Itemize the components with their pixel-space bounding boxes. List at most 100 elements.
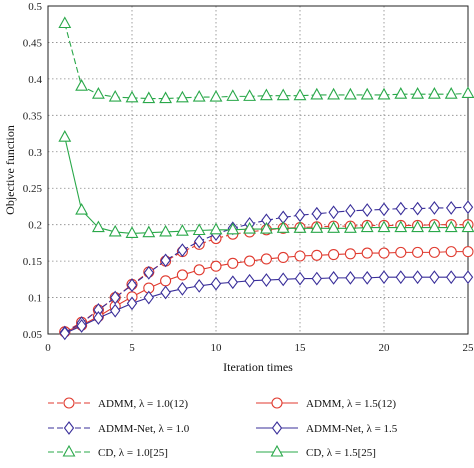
y-tick-label: 0.4 — [28, 74, 42, 86]
data-point — [461, 220, 474, 233]
data-point — [327, 221, 341, 233]
legend-item: ADMM, λ = 1.0(12) — [48, 397, 188, 410]
legend-item: CD, λ = 1.0[25] — [48, 444, 168, 459]
series-line — [64, 23, 469, 100]
data-point — [411, 87, 425, 99]
data-point — [259, 88, 273, 101]
data-point — [446, 200, 457, 215]
data-point — [177, 281, 188, 296]
legend-item: ADMM-Net, λ = 1.5 — [256, 421, 398, 435]
data-point — [142, 91, 156, 104]
data-point — [461, 86, 474, 99]
plot-frame — [47, 5, 469, 335]
data-point — [278, 272, 289, 287]
x-tick-label: 25 — [463, 342, 474, 354]
data-point — [143, 290, 154, 305]
legend-marker — [270, 444, 284, 457]
y-tick-label: 0.3 — [28, 147, 42, 159]
data-point — [243, 89, 257, 101]
data-point — [411, 220, 425, 233]
y-tick-label: 0.15 — [23, 256, 43, 268]
legend-label: CD, λ = 1.0[25] — [98, 447, 168, 459]
data-point — [91, 220, 105, 233]
data-point — [177, 243, 188, 258]
data-point — [143, 265, 154, 280]
data-point — [192, 89, 206, 102]
data-point — [91, 87, 105, 99]
data-point — [58, 130, 72, 142]
legend-marker — [271, 397, 283, 409]
data-point — [328, 249, 340, 261]
y-tick-label: 0.25 — [23, 183, 43, 195]
data-point — [59, 326, 70, 341]
legend-label: ADMM-Net, λ = 1.0 — [98, 423, 190, 435]
y-tick-label: 0.2 — [28, 220, 42, 232]
data-point — [327, 87, 341, 100]
data-point — [243, 221, 257, 234]
data-point — [142, 225, 156, 238]
data-point — [412, 201, 423, 216]
data-point — [125, 226, 139, 238]
x-tick-label: 0 — [45, 342, 51, 354]
legend-label: CD, λ = 1.5[25] — [306, 447, 376, 459]
legend: ADMM, λ = 1.0(12) ADMM, λ = 1.5(12) ADMM-N… — [48, 397, 398, 459]
data-point — [311, 271, 322, 286]
data-point — [294, 208, 306, 223]
data-point — [293, 221, 307, 233]
legend-marker — [63, 421, 75, 435]
x-tick-label: 20 — [379, 342, 391, 354]
data-point — [210, 260, 222, 272]
data-point — [462, 270, 474, 285]
data-point — [311, 206, 322, 221]
data-point — [194, 234, 205, 249]
x-axis-title: Iteration times — [223, 360, 293, 374]
data-point — [378, 202, 390, 217]
grid — [48, 6, 468, 334]
data-point — [192, 223, 206, 236]
y-tick-label: 0.35 — [23, 110, 43, 122]
data-point — [412, 246, 424, 258]
data-point — [126, 278, 138, 293]
data-point — [58, 16, 72, 29]
data-point — [345, 270, 356, 285]
series-lines — [58, 16, 474, 341]
y-tick-label: 0.05 — [23, 329, 43, 341]
legend-item: CD, λ = 1.5[25] — [256, 444, 376, 459]
series-1 — [59, 246, 474, 338]
data-point — [362, 270, 373, 285]
legend-label: ADMM, λ = 1.0(12) — [98, 398, 188, 410]
data-point — [394, 220, 408, 233]
legend-marker — [63, 397, 75, 409]
legend-item: ADMM, λ = 1.5(12) — [256, 397, 396, 410]
data-point — [110, 303, 121, 318]
data-point — [193, 264, 205, 276]
data-point — [108, 89, 122, 102]
data-point — [209, 222, 223, 235]
series-5 — [58, 130, 474, 238]
series-3 — [59, 270, 474, 341]
series-2 — [59, 200, 474, 340]
data-point — [462, 246, 474, 258]
legend-label: ADMM, λ = 1.5(12) — [306, 398, 396, 410]
data-point — [362, 203, 373, 218]
data-point — [175, 224, 189, 236]
y-tick-label: 0.1 — [28, 293, 42, 305]
data-point — [428, 246, 440, 258]
data-point — [227, 275, 238, 290]
data-point — [75, 202, 89, 215]
data-point — [328, 270, 339, 285]
data-point — [444, 220, 458, 233]
data-point — [395, 270, 406, 285]
y-tick-label: 0.5 — [28, 1, 42, 13]
data-point — [259, 221, 273, 234]
legend-label: ADMM-Net, λ = 1.5 — [306, 423, 398, 435]
data-point — [160, 275, 172, 287]
data-point — [76, 319, 87, 333]
data-point — [276, 221, 290, 233]
data-point — [226, 89, 240, 101]
data-point — [261, 273, 272, 287]
data-point — [210, 276, 222, 291]
data-point — [244, 255, 256, 267]
data-point — [343, 221, 357, 233]
data-point — [377, 220, 391, 233]
